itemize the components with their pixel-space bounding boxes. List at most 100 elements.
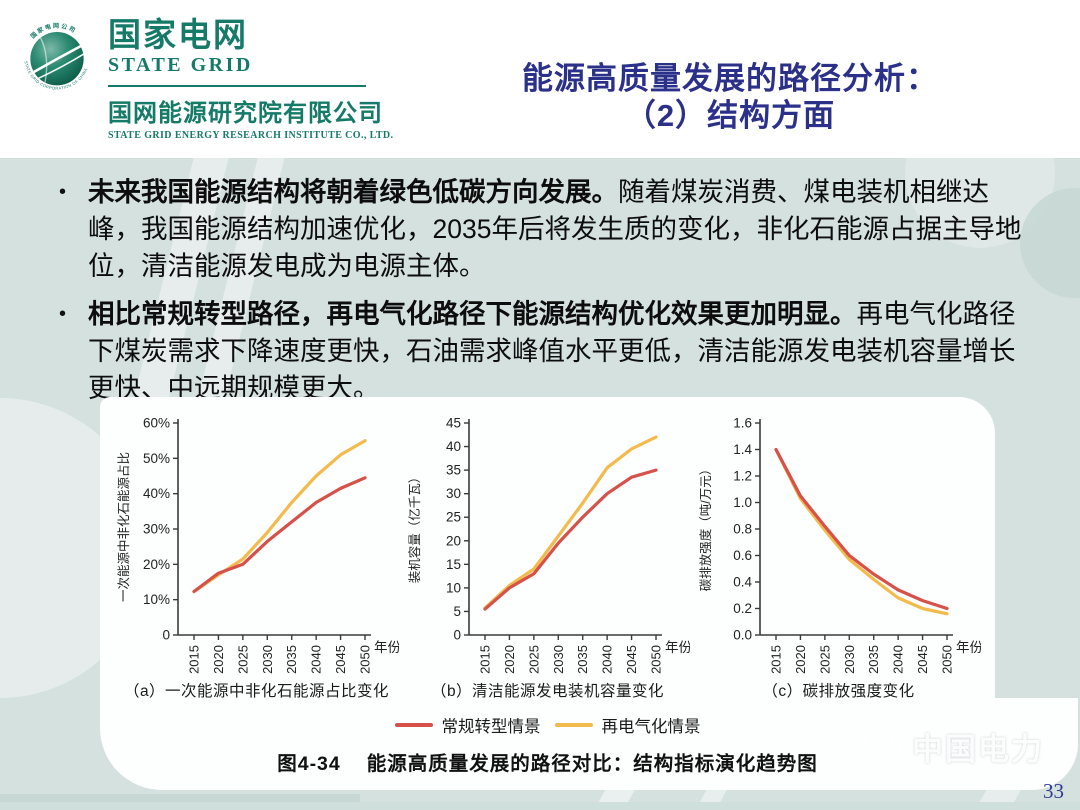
svg-text:2020: 2020 xyxy=(211,645,226,674)
svg-text:2040: 2040 xyxy=(309,645,324,674)
svg-text:2030: 2030 xyxy=(842,645,857,674)
state-grid-globe-icon: 国家电网公司 STATE GRID CORPORATION OF CHINA xyxy=(24,22,89,91)
wechat-icon xyxy=(863,729,903,763)
legend-item-reelectrification: 再电气化情景 xyxy=(554,713,701,737)
legend-swatch-red xyxy=(394,723,433,727)
svg-text:2050: 2050 xyxy=(358,645,373,674)
svg-text:10%: 10% xyxy=(143,592,170,607)
svg-text:20%: 20% xyxy=(143,557,170,572)
svg-text:碳排放强度（吨/万元）: 碳排放强度（吨/万元） xyxy=(698,463,713,591)
legend-label: 常规转型情景 xyxy=(441,718,541,736)
svg-text:20: 20 xyxy=(446,533,461,548)
svg-text:2020: 2020 xyxy=(793,645,808,674)
background-bottom-strip xyxy=(0,802,1080,810)
svg-text:年份: 年份 xyxy=(374,640,399,655)
chart-c-figure: 0.0 0.2 0.4 0.6 0.8 1.0 1.2 1.4 1.6 2015 2020 2025 2… xyxy=(696,407,981,701)
chart-a-figure: 0 10% 20% 30% 40% 50% 60% 2015 2020 2025 2030 2035 2… xyxy=(114,407,399,701)
logo-text: 国家电网 STATE GRID 国网能源研究院有限公司 STATE GRID E… xyxy=(108,10,393,141)
svg-text:2025: 2025 xyxy=(235,645,250,674)
svg-text:2050: 2050 xyxy=(940,645,955,674)
chart-b-figure: 0 5 10 15 20 25 30 35 40 45 2015 2020 2025 2030 2035 20… xyxy=(405,407,690,701)
svg-text:5: 5 xyxy=(453,604,461,619)
svg-text:0.6: 0.6 xyxy=(733,548,752,563)
svg-text:10: 10 xyxy=(446,580,461,595)
bullet-body: 随着煤炭消费、煤电装机相继达峰，我国能源结构加速优化，2035年后将发生质的变化… xyxy=(88,177,1022,281)
svg-text:35: 35 xyxy=(446,463,461,478)
svg-text:1.6: 1.6 xyxy=(733,416,752,431)
watermark-text: 中国电力 xyxy=(912,732,1044,767)
bullet-item: 相比常规转型路径，再电气化路径下能源结构优化效果更加明显。再电气化路径下煤炭需求… xyxy=(55,296,1040,407)
svg-text:1.2: 1.2 xyxy=(733,469,752,484)
svg-text:2035: 2035 xyxy=(284,645,299,674)
svg-text:45: 45 xyxy=(446,416,461,431)
svg-text:1.4: 1.4 xyxy=(733,442,752,457)
legend-item-conventional: 常规转型情景 xyxy=(394,713,541,737)
svg-text:2045: 2045 xyxy=(333,645,348,674)
chart-b-caption: （b）清洁能源发电装机容量变化 xyxy=(430,683,665,700)
brand-name-en: STATE GRID xyxy=(108,53,253,76)
content-area: 未来我国能源结构将朝着绿色低碳方向发展。随着煤炭消费、煤电装机相继达峰，我国能源… xyxy=(0,158,1080,810)
page-title: 能源高质量发展的路径分析： （2）结构方面 xyxy=(470,60,990,134)
svg-text:2040: 2040 xyxy=(891,645,906,674)
svg-text:1.0: 1.0 xyxy=(733,495,752,510)
chart-panel: 0 10% 20% 30% 40% 50% 60% 2015 2020 2025 2030 2035 2… xyxy=(100,397,995,790)
chart-c-carbon-intensity: 0.0 0.2 0.4 0.6 0.8 1.0 1.2 1.4 1.6 2015 2020 2025 2… xyxy=(698,416,981,674)
chart-c-caption: （c）碳排放强度变化 xyxy=(762,683,915,700)
logo-divider xyxy=(108,84,366,87)
svg-text:0: 0 xyxy=(453,628,461,643)
figure-caption: 图4-34 能源高质量发展的路径对比：结构指标演化趋势图 xyxy=(100,747,995,776)
state-grid-logo: 国家电网公司 STATE GRID CORPORATION OF CHINA 国… xyxy=(14,10,393,141)
svg-text:0.0: 0.0 xyxy=(733,628,752,643)
svg-text:30%: 30% xyxy=(143,522,170,537)
svg-text:15: 15 xyxy=(446,557,461,572)
svg-text:0: 0 xyxy=(162,628,170,643)
figure-number: 图4-34 xyxy=(277,753,341,775)
bullet-list: 未来我国能源结构将朝着绿色低碳方向发展。随着煤炭消费、煤电装机相继达峰，我国能源… xyxy=(55,174,1040,418)
svg-text:2030: 2030 xyxy=(260,645,275,674)
brand-name-cn: 国家电网 xyxy=(108,16,248,53)
svg-text:装机容量（亿千瓦）: 装机容量（亿千瓦） xyxy=(407,471,422,584)
header: 国家电网公司 STATE GRID CORPORATION OF CHINA 国… xyxy=(0,0,1080,158)
svg-text:40: 40 xyxy=(446,439,461,454)
chart-legend: 常规转型情景 再电气化情景 xyxy=(100,713,995,737)
charts-row: 0 10% 20% 30% 40% 50% 60% 2015 2020 2025 2030 2035 2… xyxy=(100,397,995,701)
svg-text:2015: 2015 xyxy=(478,645,493,674)
institute-name-cn: 国网能源研究院有限公司 xyxy=(108,99,383,127)
svg-text:2040: 2040 xyxy=(600,645,615,674)
svg-text:2045: 2045 xyxy=(915,645,930,674)
svg-text:30: 30 xyxy=(446,486,461,501)
svg-text:40%: 40% xyxy=(143,486,170,501)
svg-text:2020: 2020 xyxy=(502,645,517,674)
page-title-line1: 能源高质量发展的路径分析： xyxy=(522,61,938,96)
svg-text:一次能源中非化石能源占比: 一次能源中非化石能源占比 xyxy=(116,452,131,602)
page-number: 33 xyxy=(1043,779,1064,803)
svg-text:年份: 年份 xyxy=(665,640,690,655)
bullet-lead: 未来我国能源结构将朝着绿色低碳方向发展。 xyxy=(88,177,618,207)
svg-text:2015: 2015 xyxy=(187,645,202,674)
bullet-item: 未来我国能源结构将朝着绿色低碳方向发展。随着煤炭消费、煤电装机相继达峰，我国能源… xyxy=(55,174,1040,285)
svg-text:25: 25 xyxy=(446,510,461,525)
bullet-body: 再电气化路径下煤炭需求下降速度更快，石油需求峰值水平更低，清洁能源发电装机容量增… xyxy=(88,299,1016,403)
legend-swatch-yellow xyxy=(554,723,593,727)
svg-text:60%: 60% xyxy=(143,416,170,431)
figure-caption-text: 能源高质量发展的路径对比：结构指标演化趋势图 xyxy=(366,753,818,775)
svg-text:0.8: 0.8 xyxy=(733,522,752,537)
svg-text:2045: 2045 xyxy=(624,645,639,674)
svg-text:0.4: 0.4 xyxy=(733,575,752,590)
wechat-watermark: 中国电力 xyxy=(862,724,1044,769)
chart-a-caption: （a）一次能源中非化石能源占比变化 xyxy=(123,683,390,700)
svg-text:2025: 2025 xyxy=(526,645,541,674)
bullet-lead: 相比常规转型路径，再电气化路径下能源结构优化效果更加明显。 xyxy=(88,299,857,329)
svg-text:2025: 2025 xyxy=(817,645,832,674)
legend-label: 再电气化情景 xyxy=(601,718,701,736)
svg-text:2030: 2030 xyxy=(551,645,566,674)
svg-text:2035: 2035 xyxy=(866,645,881,674)
svg-text:50%: 50% xyxy=(143,451,170,466)
institute-name-en: STATE GRID ENERGY RESEARCH INSTITUTE CO.… xyxy=(108,129,394,141)
svg-text:2035: 2035 xyxy=(575,645,590,674)
chart-a-nonfossil-share: 0 10% 20% 30% 40% 50% 60% 2015 2020 2025 2030 2035 2… xyxy=(116,416,399,674)
svg-text:2050: 2050 xyxy=(649,645,664,674)
svg-text:2015: 2015 xyxy=(769,645,784,674)
